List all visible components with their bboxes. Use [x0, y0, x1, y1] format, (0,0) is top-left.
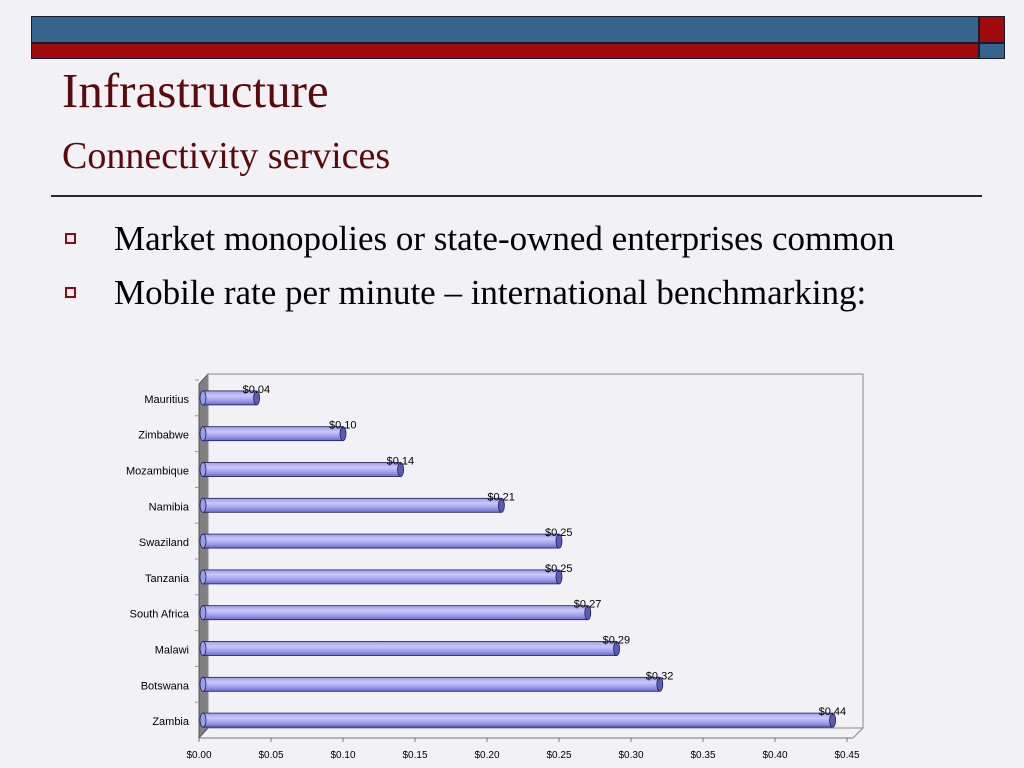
floor-edge — [852, 727, 864, 739]
bar-start-cap — [199, 605, 207, 621]
category-label: Botswana — [141, 680, 190, 692]
rate-bar-chart: $0.00 $0.05 $0.10 $0.15 $0.20 $0.25 $0.30 $0.35… — [126, 372, 864, 761]
data-label: $0.29 — [603, 635, 631, 647]
data-label: $0.25 — [545, 527, 573, 539]
bullet-item: Market monopolies or state-owned enterpr… — [62, 218, 1002, 260]
bar — [202, 569, 560, 585]
category-label: Mauritius — [144, 394, 189, 406]
bullet-item: Mobile rate per minute – international b… — [62, 272, 1002, 314]
category-label: Zimbabwe — [138, 430, 189, 442]
category-label: South Africa — [130, 609, 190, 621]
bar-start-cap — [199, 462, 207, 477]
bar-end-cap — [339, 426, 347, 442]
bar-start-cap — [199, 497, 207, 513]
bar-end-cap — [555, 533, 563, 549]
bar-start-cap — [199, 712, 207, 728]
bar-start-cap — [199, 533, 207, 549]
bar — [202, 605, 589, 621]
data-label: $0.25 — [545, 563, 573, 575]
bullet-text: Market monopolies or state-owned enterpr… — [114, 219, 895, 258]
chart-plot-frame — [207, 373, 864, 729]
bar-end-cap — [656, 676, 664, 692]
slide-title: Infrastructure — [62, 63, 329, 118]
data-label: $0.10 — [329, 420, 357, 432]
bar-end-cap — [584, 605, 592, 621]
x-tick-label: $0.30 — [618, 750, 643, 761]
bar — [202, 533, 560, 549]
data-label: $0.21 — [487, 491, 515, 503]
bar-start-cap — [199, 676, 207, 692]
hollow-square-bullet-icon — [65, 287, 76, 298]
header-band-blue — [31, 16, 979, 43]
hollow-square-bullet-icon — [65, 233, 76, 244]
bar — [202, 641, 618, 656]
x-tick-label: $0.10 — [330, 750, 355, 761]
bar-start-cap — [199, 426, 207, 442]
category-label: Mozambique — [126, 466, 189, 478]
bar-end-cap — [397, 462, 405, 477]
bar-end-cap — [253, 390, 261, 406]
bar-end-cap — [555, 569, 563, 585]
bar-start-cap — [199, 641, 207, 656]
bar-end-cap — [497, 497, 505, 513]
category-label: Tanzania — [145, 573, 190, 585]
bar-start-cap — [199, 390, 207, 406]
header-band-red — [31, 43, 979, 59]
bullet-list: Market monopolies or state-owned enterpr… — [62, 218, 1002, 326]
x-tick-label: $0.05 — [258, 750, 283, 761]
category-label: Malawi — [155, 645, 189, 657]
data-label: $0.32 — [646, 670, 674, 682]
header-corner-blue — [979, 43, 1005, 59]
data-label: $0.44 — [819, 706, 847, 718]
bar — [202, 462, 402, 477]
bullet-text: Mobile rate per minute – international b… — [114, 273, 867, 312]
category-label: Swaziland — [139, 537, 189, 549]
header-corner-red — [979, 16, 1005, 43]
x-tick-label: $0.40 — [762, 750, 787, 761]
category-label: Namibia — [149, 501, 190, 513]
x-tick-label: $0.20 — [474, 750, 499, 761]
bar-start-cap — [199, 569, 207, 585]
title-divider — [51, 195, 982, 197]
bar-end-cap — [613, 641, 620, 656]
x-tick-label: $0.35 — [690, 750, 715, 761]
data-label: $0.27 — [574, 599, 602, 611]
data-label: $0.14 — [387, 456, 415, 468]
bar-end-cap — [829, 712, 836, 728]
data-label: $0.04 — [243, 384, 271, 396]
x-tick-label: $0.00 — [186, 750, 211, 761]
x-tick-label: $0.25 — [546, 750, 571, 761]
bar — [202, 497, 502, 513]
slide-subtitle: Connectivity services — [62, 135, 391, 177]
x-tick-label: $0.45 — [834, 750, 859, 761]
bar — [202, 676, 661, 692]
x-tick-label: $0.15 — [402, 750, 427, 761]
bar — [202, 712, 833, 728]
category-label: Zambia — [152, 716, 190, 728]
bar — [202, 426, 344, 442]
